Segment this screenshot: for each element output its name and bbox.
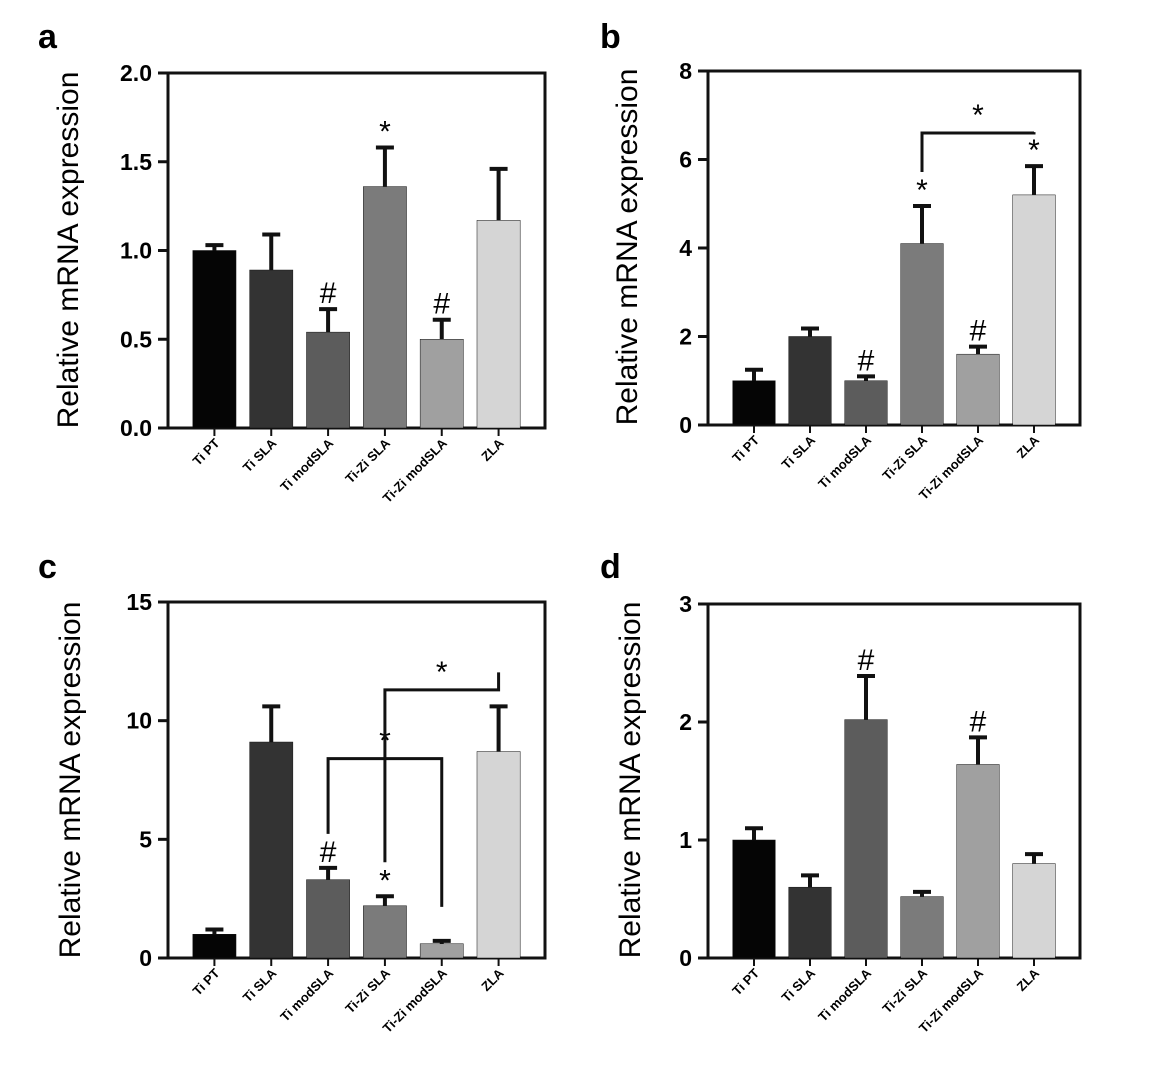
panel-b-ylabel: Relative mRNA expression bbox=[611, 69, 644, 426]
panel-b-bar bbox=[956, 353, 1000, 426]
panel-c-xtick-label: Ti SLA bbox=[240, 965, 280, 1005]
panel-d-significance-mark: # bbox=[970, 705, 987, 738]
panel-d-significance-mark: # bbox=[858, 644, 875, 677]
panel-d-bar bbox=[900, 896, 944, 959]
panel-a-significance-mark: # bbox=[433, 288, 450, 321]
panel-a-significance-mark: # bbox=[320, 277, 337, 310]
panel-b-significance-mark: # bbox=[858, 344, 875, 377]
panel-c: c Relative mRNA expression 0 5 10 15 Ti PT Ti… bbox=[38, 548, 547, 1036]
panel-d-bar bbox=[844, 719, 888, 959]
panel-d-bar bbox=[732, 839, 776, 959]
panel-d-ytick-label: 3 bbox=[679, 591, 692, 617]
panel-b-significance-mark: * bbox=[1028, 134, 1040, 167]
panel-b-significance-mark: # bbox=[970, 315, 987, 348]
panel-b-bar bbox=[1012, 194, 1056, 426]
panel-c-ytick-label: 0 bbox=[139, 945, 152, 971]
panel-d-ylabel: Relative mRNA expression bbox=[614, 602, 647, 959]
panel-d-xtick-label: Ti PT bbox=[729, 965, 762, 998]
panel-c-letter: c bbox=[38, 548, 57, 586]
panel-c-bar bbox=[306, 879, 350, 959]
panel-d-bar bbox=[1012, 863, 1056, 959]
panel-a-xtick-label: Ti modSLA bbox=[277, 435, 336, 494]
panel-b-bar bbox=[844, 380, 888, 426]
panel-d-letter: d bbox=[600, 548, 621, 586]
panel-b-xtick-label: Ti SLA bbox=[779, 432, 819, 472]
panel-c-ytick-label: 10 bbox=[126, 708, 152, 734]
panel-c-bar bbox=[363, 905, 407, 959]
panel-a-bar bbox=[249, 269, 294, 429]
panel-c-bar bbox=[249, 741, 294, 959]
panel-d-axes-frame bbox=[706, 602, 1082, 960]
panel-c-significance-mark: * bbox=[379, 864, 391, 897]
panel-b-bar bbox=[788, 336, 832, 426]
panel-c-xtick-label: ZLA bbox=[478, 965, 507, 994]
panel-b-xtick-label: ZLA bbox=[1014, 432, 1043, 461]
panel-c-xtick-label: Ti modSLA bbox=[277, 965, 336, 1024]
panel-b-ytick-label: 6 bbox=[679, 147, 692, 173]
panel-c-comparison-bracket bbox=[383, 672, 501, 863]
panel-c-ylabel: Relative mRNA expression bbox=[54, 602, 87, 959]
panel-c-bar bbox=[476, 751, 521, 959]
panel-c-bracket-mark: * bbox=[436, 656, 448, 689]
panel-a-ytick-label: 0.5 bbox=[120, 326, 152, 352]
panel-b-xtick-label: Ti modSLA bbox=[815, 432, 874, 491]
panel-a-bar bbox=[192, 250, 237, 429]
panel-a-bar bbox=[363, 186, 407, 429]
panel-a-xtick-label: Ti SLA bbox=[240, 435, 280, 475]
panel-b-ytick-label: 0 bbox=[679, 412, 692, 438]
panel-a-ytick-label: 1.0 bbox=[120, 238, 152, 264]
panel-b-ytick-label: 2 bbox=[679, 324, 692, 350]
panel-b-ytick-label: 8 bbox=[679, 58, 692, 84]
panel-d-ytick-label: 0 bbox=[679, 945, 692, 971]
panel-b-xtick-label: Ti-Zi SLA bbox=[879, 432, 930, 483]
panel-c-bar bbox=[419, 943, 464, 959]
panel-a-ytick-label: 2.0 bbox=[120, 60, 152, 86]
panel-c-significance-mark: # bbox=[320, 836, 337, 869]
panel-d: d Relative mRNA expression 0 1 2 3 Ti PT Ti S… bbox=[600, 548, 1082, 1036]
panel-d-xtick-label: Ti SLA bbox=[779, 965, 819, 1005]
panel-b-bar bbox=[900, 243, 944, 426]
panel-d-ytick-label: 2 bbox=[679, 709, 692, 735]
panel-b-letter: b bbox=[600, 18, 621, 56]
panel-a-ytick-label: 0.0 bbox=[120, 415, 152, 441]
panel-c-axes-frame bbox=[166, 600, 547, 960]
panel-a: a Relative mRNA expression 0.0 0.5 1.0 1.5 2… bbox=[38, 18, 547, 506]
panel-d-xtick-label: ZLA bbox=[1014, 965, 1043, 994]
panel-a-bar bbox=[306, 331, 350, 429]
panel-a-significance-mark: * bbox=[379, 116, 391, 149]
panel-c-ytick-label: 5 bbox=[139, 826, 152, 852]
panel-c-ytick-label: 15 bbox=[126, 589, 152, 615]
panel-c-bar bbox=[192, 934, 237, 959]
panel-a-letter: a bbox=[38, 18, 58, 56]
panel-a-xtick-label: ZLA bbox=[478, 435, 507, 464]
panel-d-bar bbox=[788, 886, 832, 959]
panel-b-significance-mark: * bbox=[916, 174, 928, 207]
panel-a-xtick-label: Ti PT bbox=[190, 435, 223, 468]
panel-b: b Relative mRNA expression 0 2 4 6 8 Ti PT Ti … bbox=[600, 18, 1082, 503]
panel-b-xtick-label: Ti PT bbox=[729, 432, 762, 465]
panel-d-xtick-label: Ti modSLA bbox=[815, 965, 874, 1024]
panel-a-xtick-label: Ti-Zi SLA bbox=[342, 435, 393, 486]
panel-a-ylabel: Relative mRNA expression bbox=[52, 72, 85, 429]
panel-d-bar bbox=[956, 764, 1000, 959]
panel-b-ytick-label: 4 bbox=[679, 235, 692, 261]
panel-a-bar bbox=[419, 339, 464, 429]
panel-c-xtick-label: Ti-Zi SLA bbox=[342, 965, 393, 1016]
panel-b-comparison-bracket bbox=[920, 131, 1036, 172]
panel-a-ytick-label: 1.5 bbox=[120, 149, 152, 175]
panel-b-bar bbox=[732, 380, 776, 426]
panel-d-xtick-label: Ti-Zi SLA bbox=[879, 965, 930, 1016]
panel-a-bar bbox=[476, 220, 521, 429]
panel-c-xtick-label: Ti PT bbox=[190, 965, 223, 998]
panel-d-ytick-label: 1 bbox=[679, 827, 692, 853]
panel-b-bracket-mark: * bbox=[972, 99, 984, 132]
